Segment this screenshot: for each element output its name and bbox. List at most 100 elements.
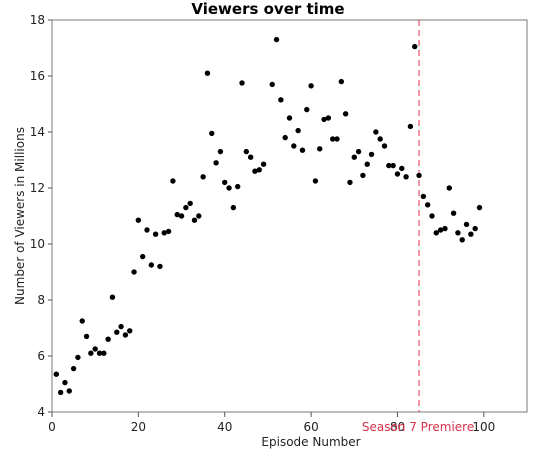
data-point xyxy=(295,127,301,134)
data-point xyxy=(269,81,275,88)
season-7-premiere-label: Season 7 Premiere xyxy=(362,420,474,434)
data-point xyxy=(79,318,85,324)
data-point xyxy=(217,148,224,155)
data-point xyxy=(463,221,470,228)
data-point xyxy=(57,389,64,396)
data-point xyxy=(75,354,81,361)
data-point xyxy=(88,350,94,356)
y-tick-label: 4 xyxy=(37,405,45,419)
data-point xyxy=(377,136,383,142)
data-point xyxy=(373,129,379,135)
data-point xyxy=(334,136,340,142)
y-tick-label: 8 xyxy=(37,293,45,307)
data-point xyxy=(416,172,422,179)
data-point xyxy=(260,161,267,167)
data-point xyxy=(222,179,228,186)
x-tick-label: 40 xyxy=(217,420,232,434)
x-tick-label: 60 xyxy=(303,420,318,434)
data-point xyxy=(226,185,232,191)
data-point xyxy=(386,162,392,169)
data-point xyxy=(157,263,163,270)
x-axis: 0 20 40 60 80 100 xyxy=(48,412,495,434)
data-point xyxy=(165,228,172,235)
data-point xyxy=(442,225,448,232)
data-point xyxy=(144,227,150,233)
data-point xyxy=(256,167,262,173)
data-point xyxy=(96,350,103,356)
data-point xyxy=(273,36,280,43)
x-tick-label: 20 xyxy=(131,420,146,434)
data-point xyxy=(291,143,297,149)
data-point xyxy=(191,217,198,223)
data-point xyxy=(304,106,310,113)
data-point xyxy=(429,213,435,219)
data-point xyxy=(399,165,405,172)
data-point xyxy=(282,134,288,141)
data-point xyxy=(174,211,180,218)
data-point xyxy=(92,346,98,352)
data-point xyxy=(53,371,60,377)
data-point xyxy=(412,43,418,50)
data-point xyxy=(204,70,211,76)
data-point xyxy=(122,332,129,338)
data-point xyxy=(161,230,167,236)
data-point xyxy=(312,178,319,184)
data-point xyxy=(170,178,176,184)
data-point xyxy=(70,365,77,372)
data-point xyxy=(381,143,388,149)
data-point xyxy=(455,230,461,236)
data-point xyxy=(230,204,237,211)
data-point xyxy=(325,115,332,121)
x-axis-label: Episode Number xyxy=(261,435,360,449)
data-point xyxy=(459,237,465,243)
data-point xyxy=(317,146,323,152)
data-point xyxy=(342,111,349,117)
plot-frame xyxy=(51,19,528,413)
data-point xyxy=(424,202,431,208)
data-point xyxy=(187,200,193,207)
y-axis-label: Number of Viewers in Millions xyxy=(13,127,27,305)
data-point xyxy=(450,210,457,216)
data-point xyxy=(329,136,336,142)
data-point xyxy=(347,179,353,186)
data-point xyxy=(437,227,444,233)
data-point xyxy=(239,80,245,86)
data-point xyxy=(368,151,375,158)
chart-title: Viewers over time xyxy=(191,0,344,18)
data-point xyxy=(338,78,345,85)
data-point xyxy=(403,174,409,180)
x-tick-label: 100 xyxy=(472,420,495,434)
data-point xyxy=(152,231,159,237)
data-point xyxy=(355,148,362,155)
data-point xyxy=(183,204,189,211)
data-point xyxy=(308,83,314,89)
data-point xyxy=(299,147,306,153)
data-point xyxy=(390,162,396,169)
data-point xyxy=(209,130,215,137)
data-point xyxy=(476,204,483,211)
data-point xyxy=(446,185,452,191)
data-point xyxy=(62,379,68,386)
data-point xyxy=(109,294,116,300)
data-point xyxy=(321,116,327,123)
data-point xyxy=(433,230,440,236)
data-point xyxy=(247,154,254,160)
data-point xyxy=(127,328,133,334)
y-tick-label: 14 xyxy=(30,125,45,139)
data-point xyxy=(420,193,427,200)
data-point xyxy=(360,172,366,179)
data-point xyxy=(196,213,202,219)
x-tick-label: 0 xyxy=(48,420,56,434)
data-point xyxy=(135,217,142,223)
data-point xyxy=(213,160,219,166)
data-point xyxy=(114,329,120,335)
data-point xyxy=(243,148,250,155)
data-point xyxy=(131,269,137,275)
data-point xyxy=(252,168,258,174)
data-point xyxy=(148,262,155,268)
y-tick-label: 18 xyxy=(30,13,45,27)
data-point xyxy=(472,225,478,232)
data-point xyxy=(200,174,206,180)
data-point xyxy=(278,97,284,103)
